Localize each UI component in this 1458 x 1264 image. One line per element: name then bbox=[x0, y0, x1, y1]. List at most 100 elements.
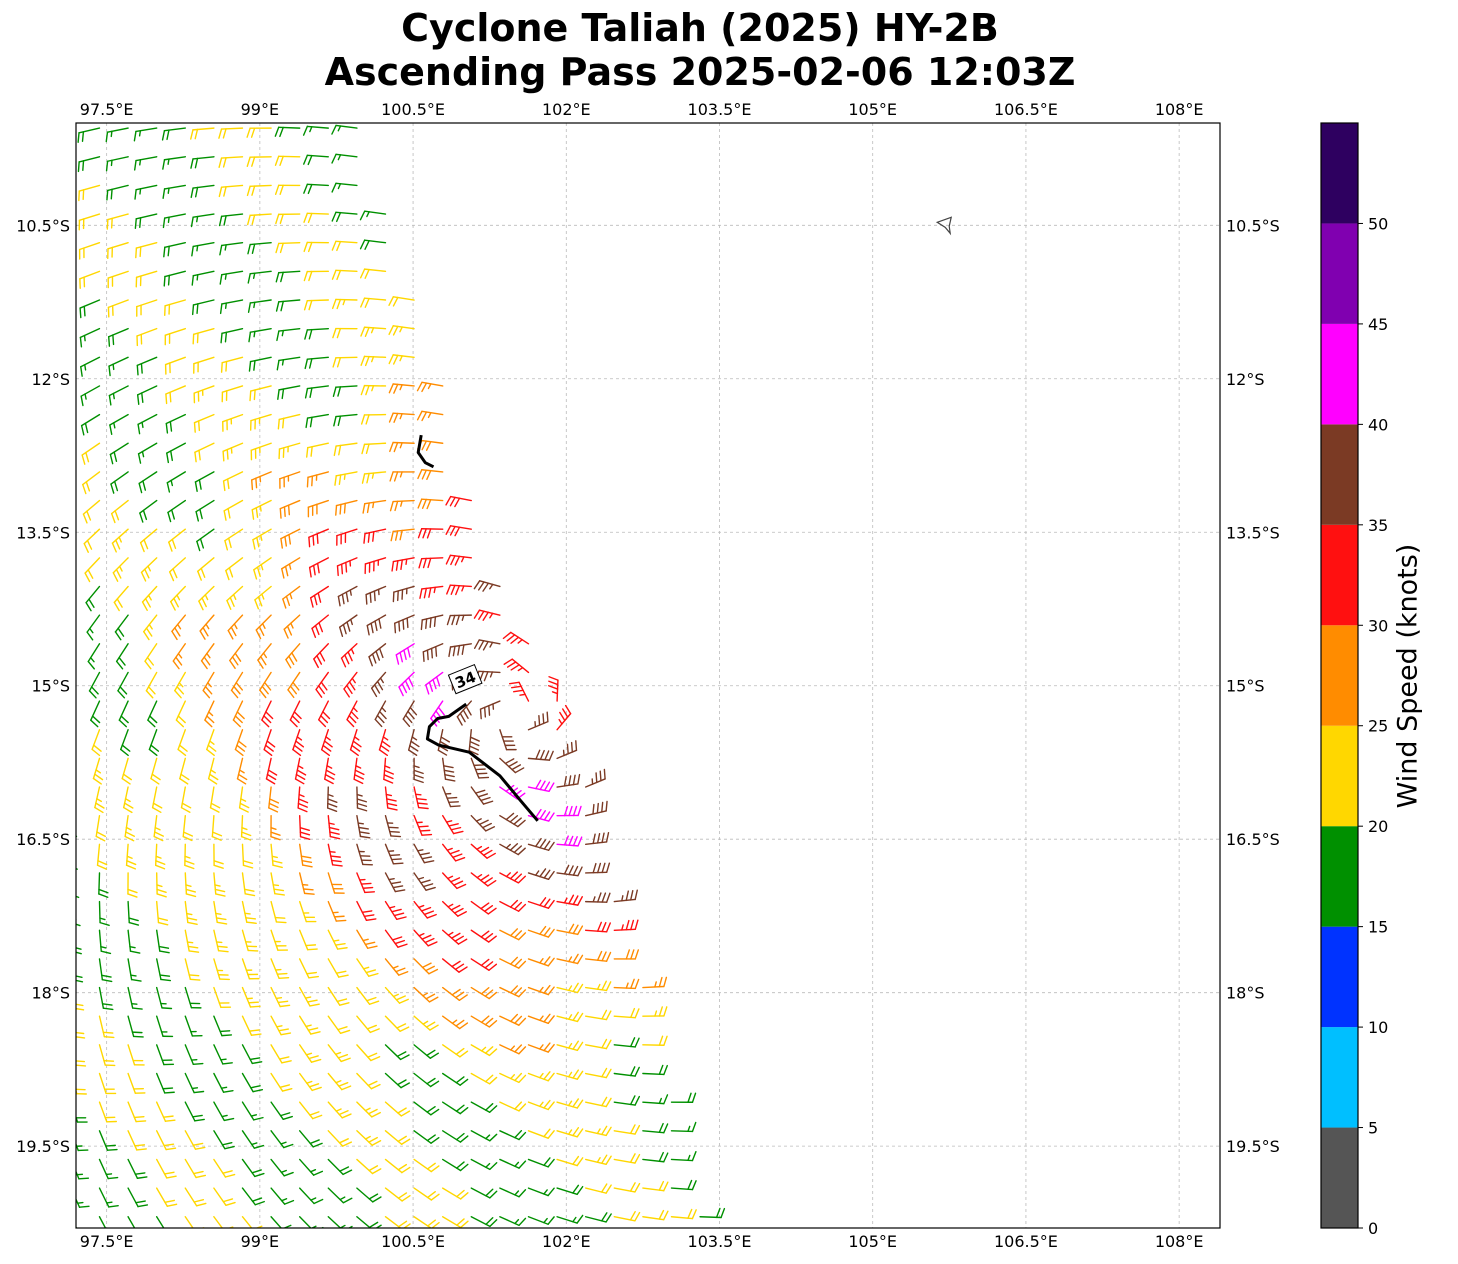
wind-barb bbox=[303, 299, 329, 311]
wind-barb bbox=[98, 1044, 116, 1067]
wind-barb bbox=[527, 1099, 555, 1111]
wind-barb bbox=[270, 1187, 295, 1205]
wind-barb bbox=[613, 1007, 640, 1019]
wind-barb bbox=[289, 700, 302, 728]
wind-barb bbox=[334, 471, 358, 486]
wind-barb bbox=[360, 384, 387, 396]
wind-barb bbox=[384, 1015, 410, 1032]
wind-barb bbox=[274, 155, 301, 167]
wind-barb bbox=[147, 700, 158, 728]
wind-barb bbox=[191, 242, 215, 257]
wind-barb bbox=[470, 1101, 498, 1113]
wind-barb bbox=[413, 958, 439, 975]
wind-barb bbox=[211, 814, 223, 841]
wind-barb bbox=[413, 1187, 440, 1201]
wind-barb bbox=[91, 729, 102, 757]
wind-barb bbox=[556, 1214, 584, 1224]
wind-barb bbox=[164, 327, 186, 346]
wind-barb bbox=[357, 1245, 381, 1258]
wind-barb bbox=[327, 1216, 353, 1228]
wind-barb bbox=[294, 757, 307, 785]
wind-barb bbox=[327, 986, 350, 1006]
wind-barb bbox=[168, 557, 186, 582]
wind-barb bbox=[127, 1044, 145, 1066]
wind-barb bbox=[213, 1158, 236, 1178]
wind-barb bbox=[120, 729, 131, 757]
wind-barb bbox=[195, 499, 215, 522]
wind-barb bbox=[220, 356, 244, 373]
wind-barb bbox=[143, 614, 158, 641]
wind-barb bbox=[241, 929, 259, 952]
wind-barb bbox=[190, 184, 215, 199]
wind-barb bbox=[339, 614, 358, 637]
wind-barb bbox=[241, 1015, 262, 1036]
wind-barb bbox=[356, 958, 379, 977]
wind-barb bbox=[127, 929, 141, 954]
wind-barb bbox=[556, 805, 582, 817]
wind-barb bbox=[86, 614, 101, 641]
wind-barb bbox=[140, 557, 158, 582]
wind-barb bbox=[199, 614, 215, 640]
wind-barb bbox=[368, 643, 387, 667]
wind-barb bbox=[527, 925, 555, 938]
wind-barb bbox=[110, 499, 129, 524]
wind-barb bbox=[471, 1245, 496, 1255]
wind-barb bbox=[219, 299, 244, 315]
wind-barb bbox=[127, 986, 143, 1010]
wind-barb bbox=[62, 701, 71, 727]
wind-barb bbox=[275, 213, 301, 225]
wind-barb bbox=[54, 443, 71, 464]
wind-barb bbox=[298, 929, 318, 951]
wind-barb bbox=[303, 154, 329, 166]
wind-barb bbox=[556, 953, 584, 965]
wind-barb bbox=[55, 472, 71, 494]
wind-barb bbox=[331, 269, 358, 281]
wind-barb bbox=[413, 929, 438, 947]
wind-barb bbox=[113, 585, 129, 612]
wind-barb bbox=[441, 900, 467, 917]
wind-barb bbox=[298, 1158, 324, 1176]
lat-tick-label-left: 16.5°S bbox=[16, 830, 70, 849]
wind-barb bbox=[318, 700, 331, 728]
wind-barb bbox=[642, 976, 668, 989]
wind-barb bbox=[155, 1015, 174, 1038]
wind-barb bbox=[108, 356, 129, 377]
wind-barb bbox=[356, 900, 377, 922]
lon-tick-label-bottom: 100.5°E bbox=[381, 1232, 445, 1251]
wind-barb bbox=[55, 501, 71, 524]
wind-barb bbox=[162, 213, 186, 229]
wind-barb bbox=[556, 1127, 584, 1138]
wind-barb bbox=[163, 270, 186, 287]
wind-barb bbox=[356, 843, 374, 866]
wind-barb bbox=[270, 1072, 293, 1092]
wind-barb bbox=[157, 1245, 178, 1263]
wind-barb bbox=[298, 843, 313, 868]
wind-barb bbox=[556, 894, 583, 906]
wind-barb bbox=[327, 1187, 353, 1204]
wind-barb bbox=[241, 1187, 265, 1206]
wind-barb bbox=[359, 268, 387, 279]
wind-barb bbox=[384, 958, 409, 976]
wind-barb bbox=[388, 354, 415, 365]
wind-barb bbox=[227, 614, 244, 640]
wind-barb bbox=[441, 814, 464, 835]
wind-barb bbox=[77, 156, 101, 173]
wind-barb bbox=[155, 1187, 178, 1207]
wind-barb bbox=[303, 270, 329, 282]
wind-barb bbox=[413, 1158, 440, 1173]
wind-barb bbox=[166, 471, 186, 493]
wind-barb bbox=[87, 643, 101, 670]
wind-barb bbox=[162, 156, 186, 170]
wind-barb bbox=[556, 864, 583, 877]
wind-barb bbox=[161, 127, 186, 141]
wind-barb bbox=[416, 410, 444, 422]
wind-barb bbox=[642, 1064, 668, 1076]
wind-barb bbox=[332, 385, 358, 397]
wind-barb bbox=[642, 1122, 669, 1134]
wind-barb bbox=[384, 929, 408, 948]
wind-barb bbox=[94, 786, 105, 814]
wind-barb bbox=[79, 299, 101, 319]
wind-barb bbox=[390, 528, 415, 542]
wind-barb bbox=[470, 900, 497, 915]
wind-barb bbox=[263, 729, 276, 757]
